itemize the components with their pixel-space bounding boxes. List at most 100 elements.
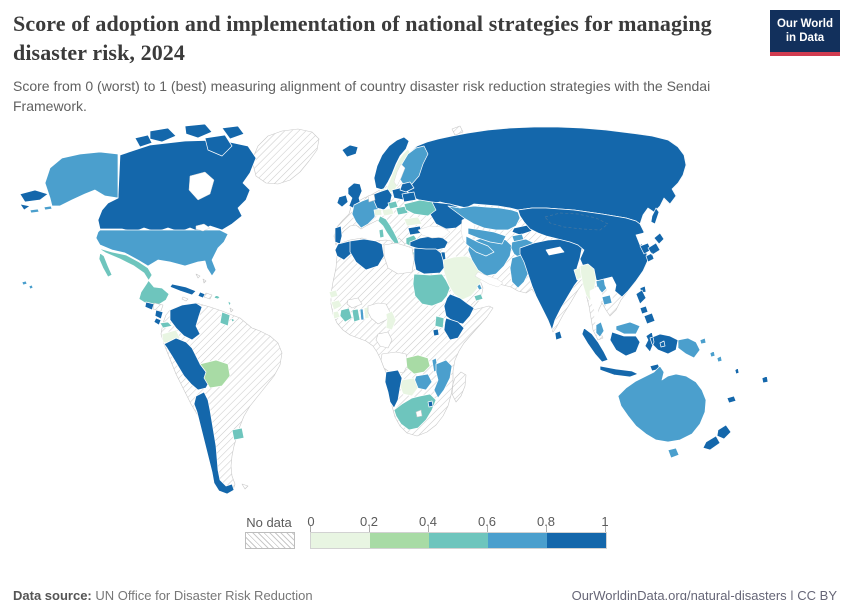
country-kenya[interactable] [443,317,465,341]
country-philippines[interactable] [635,289,656,325]
country-sudan[interactable] [412,273,451,307]
country-nepal[interactable] [545,246,565,256]
country-uganda[interactable] [434,315,445,329]
country-cambodia[interactable] [601,294,613,306]
country-nicaragua[interactable] [154,309,164,320]
country-mozambique[interactable] [433,359,453,399]
country-cote-divoire[interactable] [339,307,353,323]
country-dominican-republic[interactable] [203,292,213,300]
country-puerto-rico[interactable] [213,294,221,300]
country-uae[interactable] [473,293,484,302]
country-guyana[interactable] [219,311,231,327]
country-new-caledonia[interactable] [726,395,737,404]
country-haiti[interactable] [197,291,206,299]
country-eswatini[interactable] [427,400,434,408]
country-russia[interactable] [398,126,687,225]
country-lesser-antilles[interactable] [227,300,236,323]
country-togo[interactable] [359,308,365,321]
country-usa[interactable] [95,229,229,277]
country-lesotho[interactable] [415,409,423,418]
country-senegal[interactable] [328,289,339,299]
country-bolivia[interactable] [199,359,231,389]
country-burkina-faso[interactable] [346,297,363,309]
country-gabon-congo[interactable] [375,331,393,349]
owid-logo[interactable]: Our World in Data [770,10,840,56]
country-sardinia[interactable] [378,228,385,239]
country-rwanda-burundi[interactable] [432,328,440,337]
country-kazakhstan[interactable] [447,205,521,231]
country-guinea[interactable] [330,299,343,311]
legend-bin-3[interactable] [488,533,547,548]
country-aleutian-islands[interactable] [29,205,53,214]
country-namibia[interactable] [384,369,403,409]
country-colombia[interactable] [169,302,203,341]
country-nigeria[interactable] [367,302,391,325]
country-ghana[interactable] [351,308,361,323]
country-cuba[interactable] [169,283,197,296]
country-fiji[interactable] [761,375,769,384]
legend-bin-0[interactable] [311,533,370,548]
country-costa-rica[interactable] [153,317,162,326]
country-madagascar[interactable] [451,371,467,403]
country-ireland[interactable] [336,194,349,208]
legend-no-data-swatch[interactable] [245,532,295,549]
country-hungary-slovakia[interactable] [395,205,409,216]
country-canada[interactable] [97,139,257,233]
legend-bin-1[interactable] [370,533,429,548]
country-hawaii[interactable] [21,280,34,290]
country-malaysia[interactable] [595,321,605,338]
country-jamaica[interactable] [181,296,189,302]
country-benelux[interactable] [367,193,376,203]
country-china[interactable] [517,207,649,298]
country-baltic-states[interactable] [399,181,415,193]
country-svalbard[interactable] [451,125,464,136]
country-czechia[interactable] [387,200,399,210]
country-canada-arctic-islands[interactable] [134,123,245,157]
country-chukotka-wrap[interactable] [19,189,49,211]
country-kyrgyzstan[interactable] [511,224,533,236]
country-solomon-islands[interactable] [709,350,723,363]
country-ukraine[interactable] [403,199,437,217]
country-zambia[interactable] [405,354,431,375]
country-norway[interactable] [373,136,410,191]
legend-bin-2[interactable] [429,533,488,548]
country-egypt[interactable] [413,247,445,275]
country-romania[interactable] [403,216,423,227]
owid-url-license[interactable]: OurWorldinData.org/natural-disasters | C… [571,588,837,600]
country-tasmania[interactable] [667,447,680,459]
country-papua-new-guinea[interactable] [677,337,707,359]
country-uruguay[interactable] [231,427,245,441]
country-sri-lanka[interactable] [554,330,563,341]
country-vanuatu[interactable] [734,367,740,375]
country-sierra-leone-liberia[interactable] [332,310,341,320]
country-cameroon[interactable] [385,310,397,331]
country-bahamas[interactable] [195,273,207,284]
country-portugal[interactable] [334,225,343,245]
country-algeria[interactable] [349,238,385,271]
country-turkmenistan[interactable] [465,235,495,257]
country-belarus[interactable] [401,191,417,203]
country-falkland-islands[interactable] [241,483,249,490]
country-austria[interactable] [381,207,395,217]
country-antilles-nodata[interactable] [229,307,234,313]
country-australia[interactable] [617,365,707,443]
country-sakhalin[interactable] [650,207,660,225]
country-angola[interactable] [380,351,409,375]
country-panama[interactable] [159,321,173,329]
legend-bin-4[interactable] [547,533,606,548]
country-indonesia[interactable] [581,327,679,378]
country-switzerland[interactable] [373,208,383,217]
country-alaska[interactable] [44,151,119,207]
country-malaysia-borneo[interactable] [615,321,641,335]
country-ethiopia[interactable] [443,293,475,325]
country-uzbekistan[interactable] [467,227,507,245]
country-japan[interactable] [645,232,665,263]
country-qatar[interactable] [476,283,483,291]
country-honduras[interactable] [152,302,164,312]
country-guatemala[interactable] [144,301,155,311]
country-new-zealand[interactable] [702,424,732,451]
country-libya[interactable] [383,242,415,275]
country-iceland[interactable] [341,144,359,158]
country-greenland[interactable] [251,128,320,185]
country-chile[interactable] [193,391,235,495]
